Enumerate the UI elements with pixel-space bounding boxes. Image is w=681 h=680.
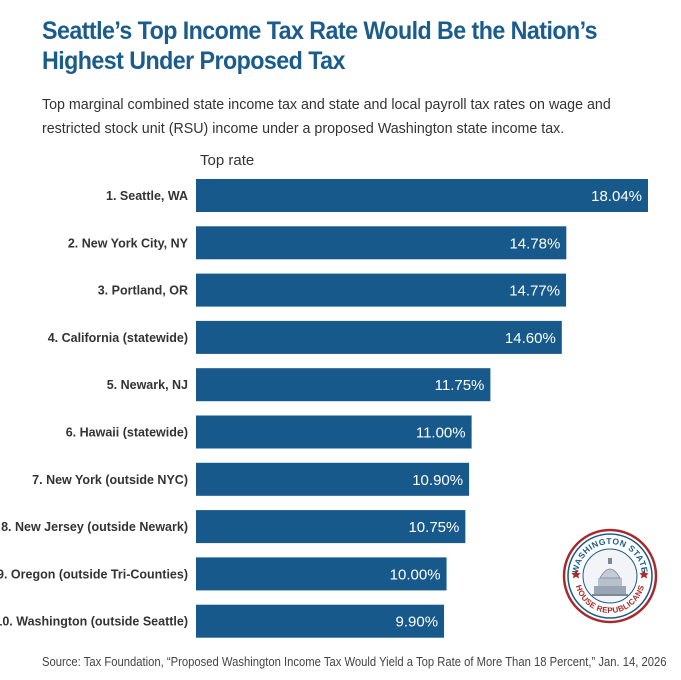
bar-9	[196, 557, 447, 591]
bar-7	[196, 462, 470, 496]
category-label: 3. Portland, OR	[98, 284, 188, 298]
bar-8	[196, 510, 466, 544]
chart-title: Seattle’s Top Income Tax Rate Would Be t…	[42, 17, 598, 75]
value-label: 10.00%	[390, 566, 441, 583]
value-label: 10.75%	[408, 519, 459, 536]
bar-3	[196, 273, 567, 307]
value-label: 14.60%	[505, 330, 556, 347]
bar-10	[196, 604, 445, 638]
bar-4	[196, 320, 562, 354]
category-label: 8. New Jersey (outside Newark)	[1, 520, 188, 534]
value-label: 14.78%	[509, 235, 560, 252]
bar-2	[196, 226, 567, 260]
column-header: Top rate	[200, 152, 255, 169]
value-label: 18.04%	[591, 188, 642, 205]
category-label: 1. Seattle, WA	[106, 189, 188, 203]
source-note: Source: Tax Foundation, “Proposed Washin…	[42, 655, 667, 669]
category-label: 2. New York City, NY	[68, 236, 189, 250]
bar-1	[196, 179, 648, 212]
house-republicans-seal: WASHINGTON STATE HOUSE REPUBLICANS	[562, 528, 658, 624]
value-label: 14.77%	[509, 283, 560, 300]
value-label: 11.75%	[435, 377, 485, 394]
category-label: 4. California (statewide)	[48, 331, 188, 345]
value-label: 10.90%	[412, 472, 463, 489]
category-label: 5. Newark, NJ	[107, 378, 188, 392]
category-label: 6. Hawaii (statewide)	[66, 426, 188, 440]
value-label: 9.90%	[396, 614, 439, 631]
category-label: 10. Washington (outside Seattle)	[0, 615, 188, 629]
category-label: 9. Oregon (outside Tri-Counties)	[0, 567, 188, 581]
capitol-dome-icon	[592, 558, 628, 596]
category-label: 7. New York (outside NYC)	[32, 473, 188, 487]
value-label: 11.00%	[416, 425, 466, 442]
bar-5	[196, 368, 491, 402]
star-icon	[571, 570, 649, 579]
bar-6	[196, 415, 472, 449]
chart-subtitle: Top marginal combined state income tax a…	[42, 96, 611, 137]
